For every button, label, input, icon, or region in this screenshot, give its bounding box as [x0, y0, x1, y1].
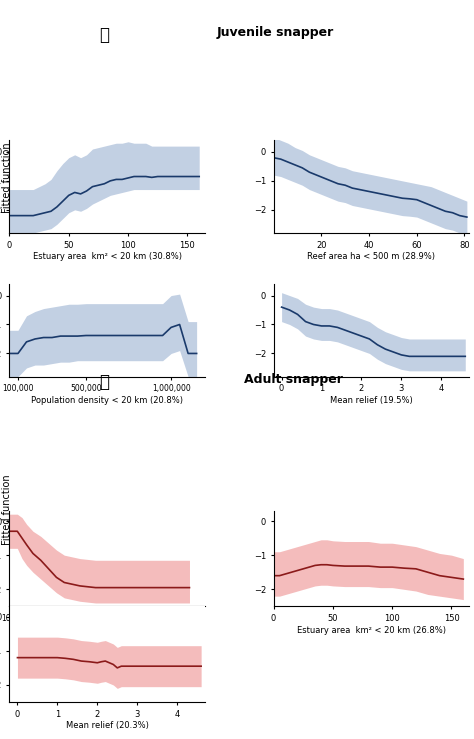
- X-axis label: Estuary area  km² < 20 km (30.8%): Estuary area km² < 20 km (30.8%): [33, 253, 182, 262]
- Text: Juvenile snapper: Juvenile snapper: [216, 26, 334, 39]
- X-axis label: Mean relief (20.3%): Mean relief (20.3%): [66, 721, 149, 730]
- X-axis label: Mean relief (19.5%): Mean relief (19.5%): [330, 396, 413, 405]
- X-axis label: Estuary area  km² < 20 km (26.8%): Estuary area km² < 20 km (26.8%): [297, 626, 446, 635]
- X-axis label: Population density < 20 km (52.9%): Population density < 20 km (52.9%): [31, 626, 183, 635]
- X-axis label: Reef area ha < 500 m (28.9%): Reef area ha < 500 m (28.9%): [308, 253, 436, 262]
- Text: Fitted function: Fitted function: [2, 474, 12, 545]
- Text: 🐟: 🐟: [99, 26, 109, 44]
- Text: 🐠: 🐠: [99, 373, 109, 391]
- Text: Adult snapper: Adult snapper: [245, 373, 343, 386]
- Text: Fitted function: Fitted function: [2, 142, 12, 213]
- X-axis label: Population density < 20 km (20.8%): Population density < 20 km (20.8%): [31, 396, 183, 405]
